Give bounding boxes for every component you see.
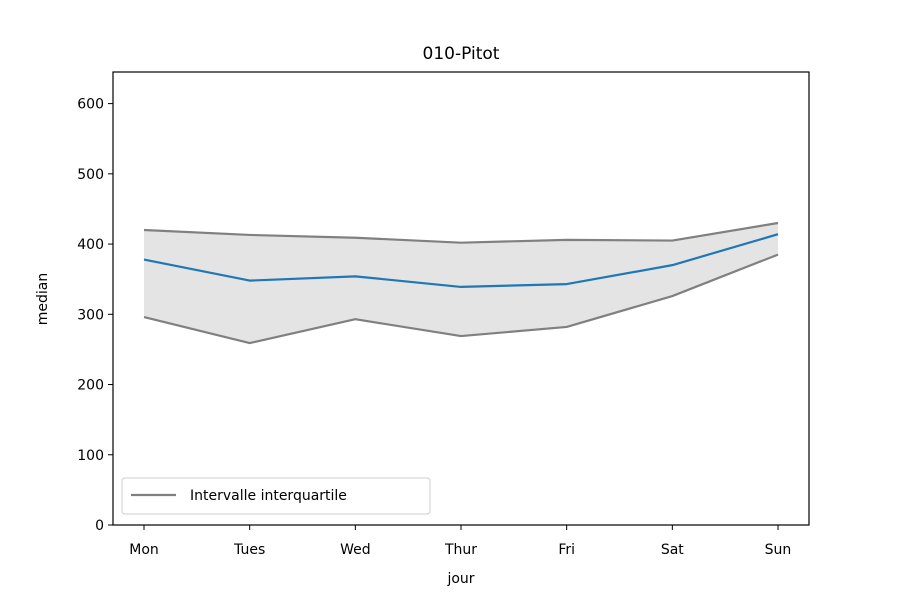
x-tick-label: Thur [444,542,477,558]
y-tick-label: 300 [77,307,104,323]
legend: Intervalle interquartile [121,477,431,515]
x-tick-label: Mon [129,542,159,558]
legend-box [121,477,431,515]
y-tick-label: 200 [77,378,104,394]
upper-quartile-line [143,221,779,244]
y-tick-label: 400 [77,237,104,253]
x-tick-label: Fri [558,542,575,558]
legend-label: Intervalle interquartile [190,488,347,504]
y-tick-label: 500 [77,167,104,183]
x-tick-label: Sat [661,542,684,558]
x-tick-label: Sun [765,542,792,558]
median-line [143,233,779,289]
y-axis-label: median [35,273,51,325]
plot-area [143,221,779,345]
chart-title: 010-Pitot [423,44,500,64]
x-axis-label: jour [446,571,474,587]
y-axis: 0 100 200 300 400 500 600 [77,97,113,534]
y-tick-label: 100 [77,448,104,464]
y-tick-label: 600 [77,97,104,113]
interquartile-band [144,223,778,344]
x-tick-label: Wed [340,542,371,558]
x-axis: Mon Tues Wed Thur Fri Sat Sun [129,525,791,558]
x-tick-label: Tues [233,542,265,558]
y-tick-label: 0 [95,518,104,534]
lower-quartile-line [143,253,779,345]
